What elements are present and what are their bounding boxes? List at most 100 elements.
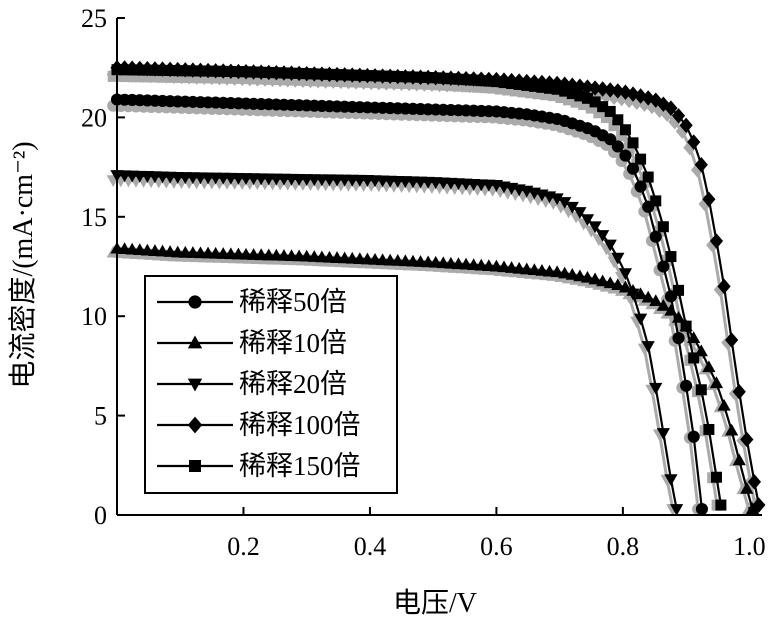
series-shadow-point-4-43 [434,79,445,91]
series-point-3-84 [747,474,762,490]
series-shadow-point-4-65 [600,111,612,123]
series-shadow-point-4-30 [335,75,347,87]
series-point-3-79 [709,233,724,249]
series-shadow-point-4-24 [289,74,301,86]
series-shadow-point-4-22 [274,74,286,86]
series-point-1-78 [702,360,716,373]
series-point-4-77 [695,384,707,396]
series-point-2-69 [633,313,648,326]
series-point-4-16 [232,66,244,78]
series-point-2-63 [588,221,602,234]
series-point-4-43 [437,72,449,84]
series-point-4-61 [574,90,586,102]
series-point-0-71 [649,230,662,243]
series-point-4-10 [187,65,199,77]
series-point-1-82 [732,453,746,466]
legend-marker-2 [187,378,203,392]
series-point-4-32 [354,69,366,81]
series-point-4-70 [642,171,654,183]
series-shadow-point-4-60 [563,94,574,106]
series-point-4-48 [475,75,487,87]
series-shadow-point-4-23 [282,74,294,86]
series-point-3-80 [717,278,731,295]
series-shadow-point-4-16 [229,72,241,84]
series-point-1-74 [671,310,686,323]
series-point-3-67 [618,84,633,100]
series-shadow-point-4-5 [145,71,157,83]
series-point-4-3 [134,64,146,76]
series-point-3-83 [740,431,754,448]
series-point-1-58 [550,265,564,278]
series-shadow-point-4-54 [517,86,529,98]
series-point-4-46 [460,74,472,86]
series-shadow-point-4-1 [115,70,127,82]
series-point-4-62 [581,92,593,104]
series-point-4-41 [422,71,434,83]
series-point-4-80 [715,499,727,511]
series-point-3-78 [702,191,716,208]
series-shadow-point-4-7 [160,71,172,83]
series-shadow-point-4-48 [471,81,483,93]
series-point-4-12 [202,65,214,77]
series-point-2-67 [618,268,633,281]
series-point-1-80 [717,398,731,411]
series-shadow-point-4-62 [578,99,590,111]
series-point-4-6 [157,64,169,76]
series-point-3-85 [752,497,766,513]
series-shadow-point-3-79 [706,237,720,253]
series-shadow-point-4-12 [198,72,210,84]
series-point-4-45 [452,73,464,85]
series-shadow-point-4-55 [525,87,537,99]
series-point-4-5 [149,64,161,76]
series-point-4-20 [263,66,275,78]
series-shadow-point-4-25 [297,74,309,86]
series-point-1-71 [649,294,663,307]
legend-label-4: 稀释150倍 [239,451,361,481]
series-point-4-8 [172,65,184,77]
series-shadow-point-4-66 [608,120,620,132]
series-point-2-73 [664,474,678,487]
series-shadow-point-4-58 [547,90,559,102]
series-point-4-22 [278,67,290,79]
series-point-4-68 [627,137,639,149]
series-shadow-point-4-0 [107,70,119,82]
series-point-0-68 [626,162,640,175]
series-shadow-point-4-41 [418,78,430,90]
series-point-4-26 [308,68,320,80]
series-shadow-point-3-78 [698,196,712,212]
series-point-4-18 [248,66,260,78]
series-point-0-67 [619,149,632,162]
series-point-4-55 [528,80,540,92]
series-point-1-79 [709,376,724,389]
series-point-4-67 [619,124,631,136]
series-point-4-37 [392,71,404,83]
series-point-2-70 [641,341,655,353]
series-point-4-49 [483,75,495,87]
series-point-4-28 [323,68,335,80]
series-point-2-64 [596,230,610,242]
series-shadow-point-3-73 [660,106,674,122]
y-axis-title: 电流密度/(mA·cm⁻²) [7,141,39,388]
series-point-3-81 [725,332,739,348]
series-point-4-59 [559,85,571,97]
series-point-4-24 [293,67,305,79]
series-point-1-70 [641,290,655,303]
x-tick-label-3: 0.8 [607,532,640,561]
y-tick-label-4: 20 [81,103,107,132]
series-shadow-point-4-44 [441,79,453,91]
series-point-4-40 [415,71,427,83]
series-shadow-point-4-68 [623,142,635,154]
series-point-4-58 [551,83,563,95]
series-shadow-point-4-8 [168,71,180,83]
series-shadow-point-4-11 [191,72,203,84]
y-tick-label-5: 25 [81,4,107,33]
series-shadow-point-3-68 [622,92,636,109]
series-point-1-65 [603,276,617,289]
series-shadow-point-4-13 [206,72,218,84]
series-point-4-52 [506,78,518,90]
series-point-3-59 [558,76,572,92]
y-tick-label-3: 15 [81,203,107,232]
series-point-4-23 [286,67,298,79]
series-shadow-point-4-47 [464,81,476,93]
